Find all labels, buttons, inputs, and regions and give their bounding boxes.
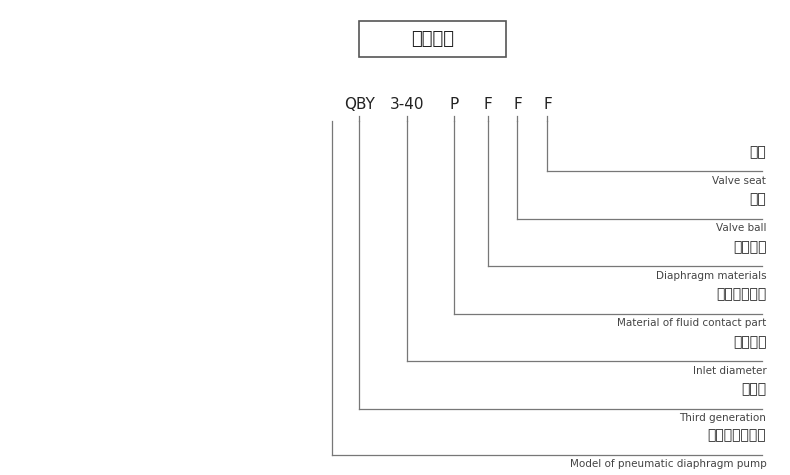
Text: P: P — [450, 96, 459, 112]
Text: 隔膜材质: 隔膜材质 — [733, 240, 766, 254]
Text: 3-40: 3-40 — [389, 96, 424, 112]
Bar — [359, 21, 506, 57]
Text: Diaphragm materials: Diaphragm materials — [656, 271, 766, 281]
Text: F: F — [513, 96, 522, 112]
Text: 过流部件材质: 过流部件材质 — [716, 288, 766, 302]
Text: Inlet diameter: Inlet diameter — [693, 366, 766, 376]
Text: F: F — [543, 96, 552, 112]
Text: QBY: QBY — [344, 96, 375, 112]
Text: Valve ball: Valve ball — [716, 223, 766, 233]
Text: 气动隔膜泵型号: 气动隔膜泵型号 — [708, 429, 766, 443]
Text: F: F — [483, 96, 493, 112]
Text: Material of fluid contact part: Material of fluid contact part — [617, 318, 766, 328]
Text: 第三代: 第三代 — [741, 383, 766, 397]
Text: 进料口径: 进料口径 — [733, 335, 766, 349]
Text: 型号说明: 型号说明 — [411, 30, 454, 48]
Text: Valve seat: Valve seat — [713, 176, 766, 186]
Text: 阀座: 阀座 — [750, 145, 766, 159]
Text: Model of pneumatic diaphragm pump: Model of pneumatic diaphragm pump — [570, 459, 766, 469]
Text: Third generation: Third generation — [679, 413, 766, 423]
Text: 阀球: 阀球 — [750, 193, 766, 207]
